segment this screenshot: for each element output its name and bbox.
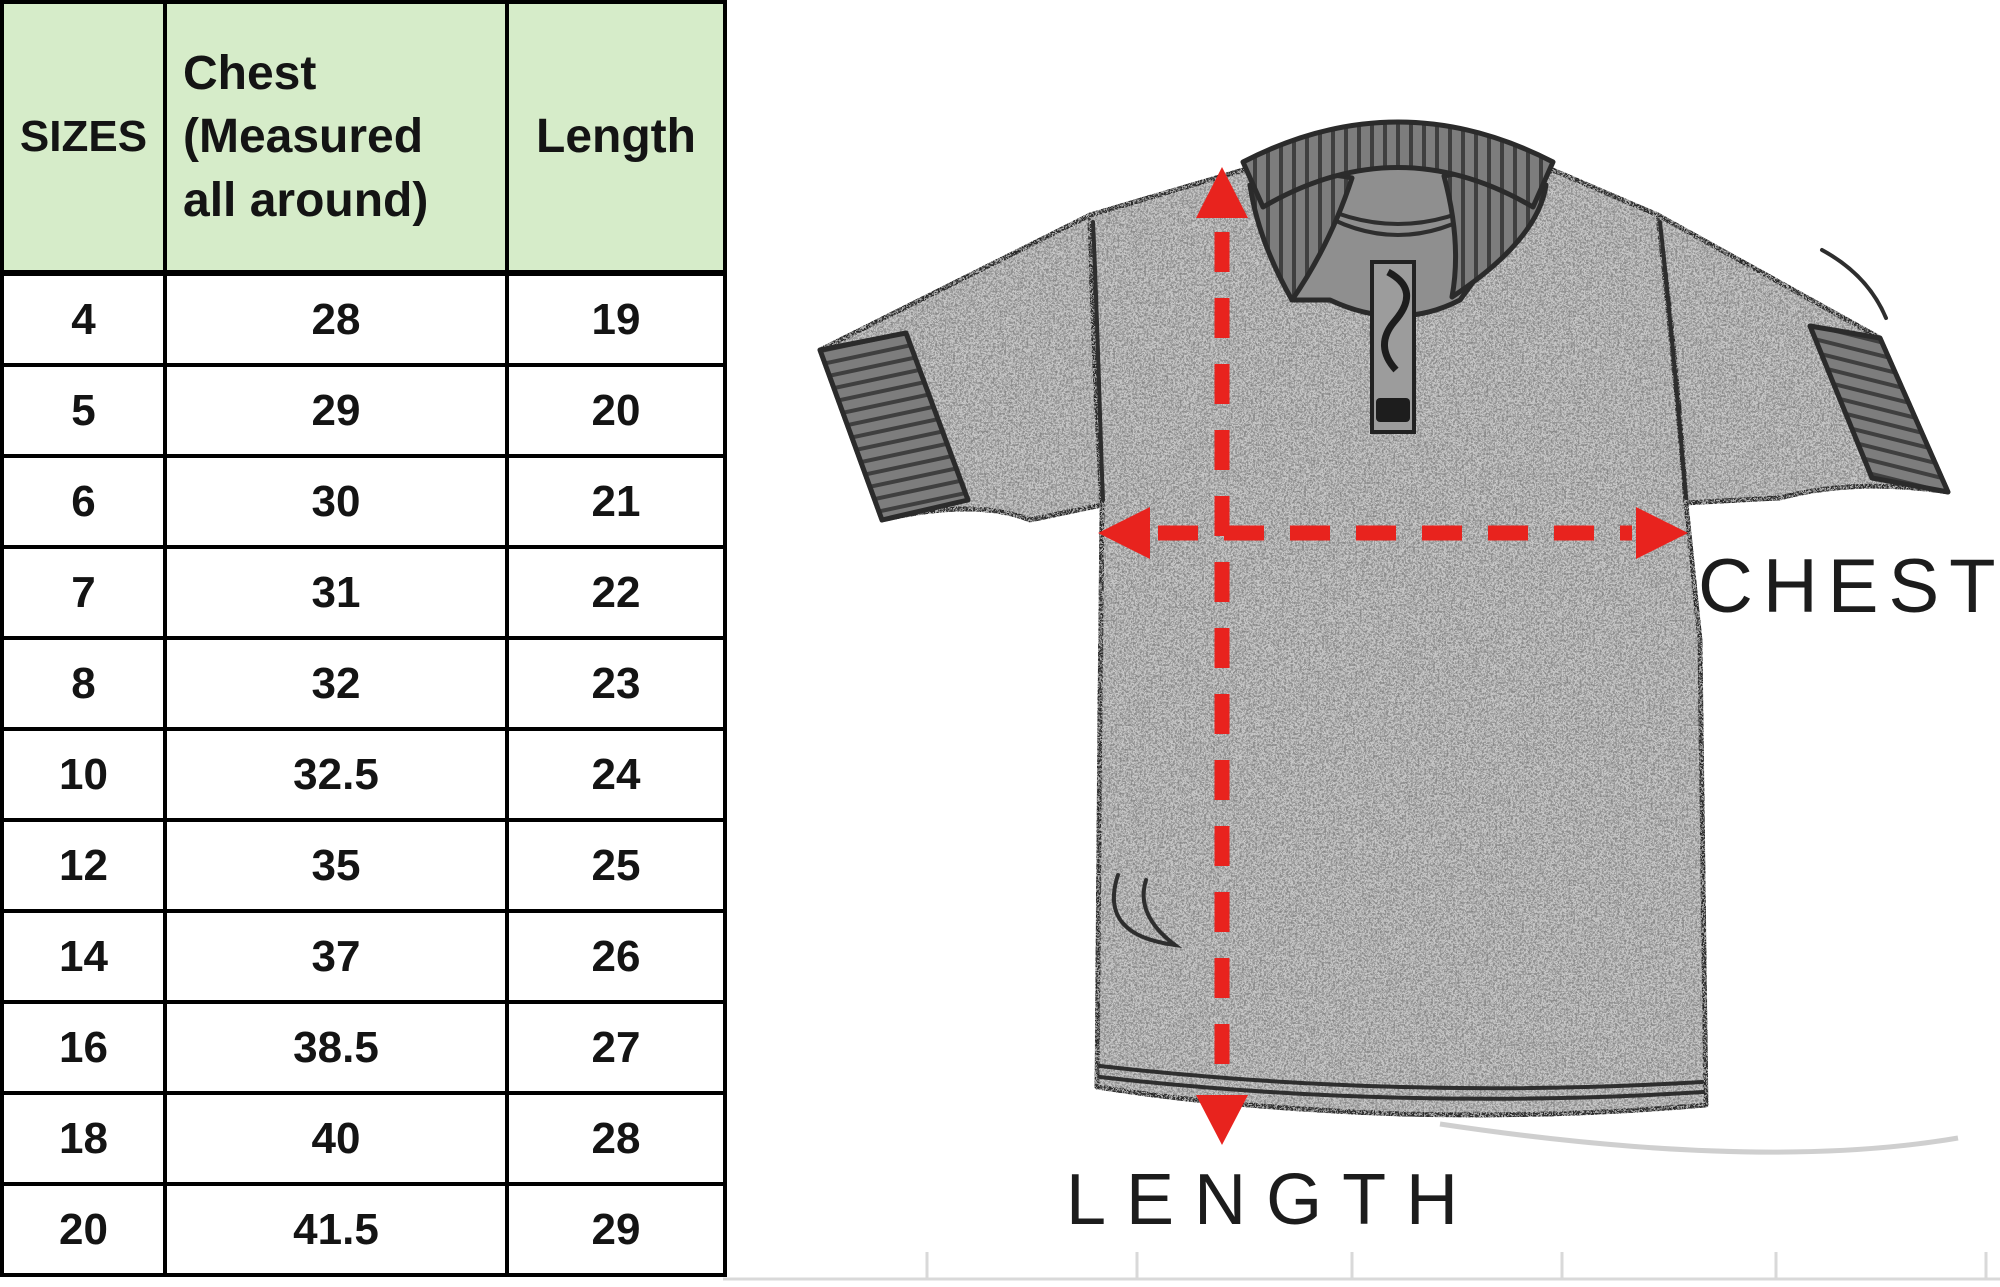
header-sizes: SIZES [0,0,167,276]
polo-shirt-diagram: CHEST LENGTH [723,119,2000,1281]
header-row: SIZES Chest (Measured all around) Length [0,0,727,276]
chest-cell: 32 [163,636,509,731]
chest-arrowhead-left [1098,507,1150,559]
table-row: 8 32 23 [0,636,727,731]
table-row: 20 41.5 29 [0,1182,727,1277]
chest-cell: 38.5 [163,1000,509,1095]
length-cell: 24 [505,727,727,822]
header-length: Length [505,0,727,276]
length-cell: 26 [505,909,727,1004]
table-row: 14 37 26 [0,909,727,1004]
chest-cell: 29 [163,363,509,458]
chest-cell: 31 [163,545,509,640]
length-arrow [1196,167,1248,1145]
table-row: 18 40 28 [0,1091,727,1186]
chest-arrow [1098,507,1688,559]
button-loop [1381,268,1411,373]
size-cell: 10 [0,727,167,822]
length-cell: 20 [505,363,727,458]
table-row: 12 35 25 [0,818,727,913]
table-row: 4 28 19 [0,271,727,367]
chest-arrowhead-right [1636,507,1688,559]
length-cell: 22 [505,545,727,640]
chest-cell: 32.5 [163,727,509,822]
right-cuff-ribbing [1807,323,1951,495]
size-cell: 4 [0,271,167,367]
length-cell: 21 [505,454,727,549]
size-cell: 20 [0,1182,167,1277]
button [1376,398,1410,422]
collar-band [1240,119,1556,210]
table-row: 5 29 20 [0,363,727,458]
length-arrowhead-top [1196,167,1248,218]
chest-cell: 35 [163,818,509,913]
chest-cell: 40 [163,1091,509,1186]
table-row: 7 31 22 [0,545,727,640]
chest-cell: 37 [163,909,509,1004]
size-cell: 8 [0,636,167,731]
hem-stitch-line [1098,1075,1705,1101]
size-cell: 12 [0,818,167,913]
table-row: 10 32.5 24 [0,727,727,822]
hem-shadow [1439,1121,1959,1155]
length-arrowhead-bottom [1196,1095,1248,1145]
left-cuff-ribbing [817,330,971,523]
length-cell: 19 [505,271,727,367]
table-row: 6 30 21 [0,454,727,549]
chest-cell: 28 [163,271,509,367]
left-armhole-seam [1091,220,1105,502]
chest-label: CHEST [1698,544,2000,629]
size-cell: 18 [0,1091,167,1186]
chest-cell: 41.5 [163,1182,509,1277]
hem-stitch-line [1098,1064,1704,1091]
table-row: 16 38.5 27 [0,1000,727,1095]
size-cell: 7 [0,545,167,640]
size-cell: 14 [0,909,167,1004]
length-cell: 28 [505,1091,727,1186]
right-armhole-seam [1658,220,1688,500]
sleeve-fold-mark [1820,248,1888,320]
length-label: LENGTH [1066,1160,1478,1240]
fabric-fold-mark [1112,873,1183,948]
length-cell: 25 [505,818,727,913]
size-chart-table: SIZES Chest (Measured all around) Length… [0,0,727,1277]
header-chest: Chest (Measured all around) [163,0,509,276]
size-cell: 6 [0,454,167,549]
size-cell: 5 [0,363,167,458]
length-cell: 29 [505,1182,727,1277]
spreadsheet-gridlines [723,1252,2000,1281]
chest-cell: 30 [163,454,509,549]
length-cell: 27 [505,1000,727,1095]
length-cell: 23 [505,636,727,731]
size-cell: 16 [0,1000,167,1095]
